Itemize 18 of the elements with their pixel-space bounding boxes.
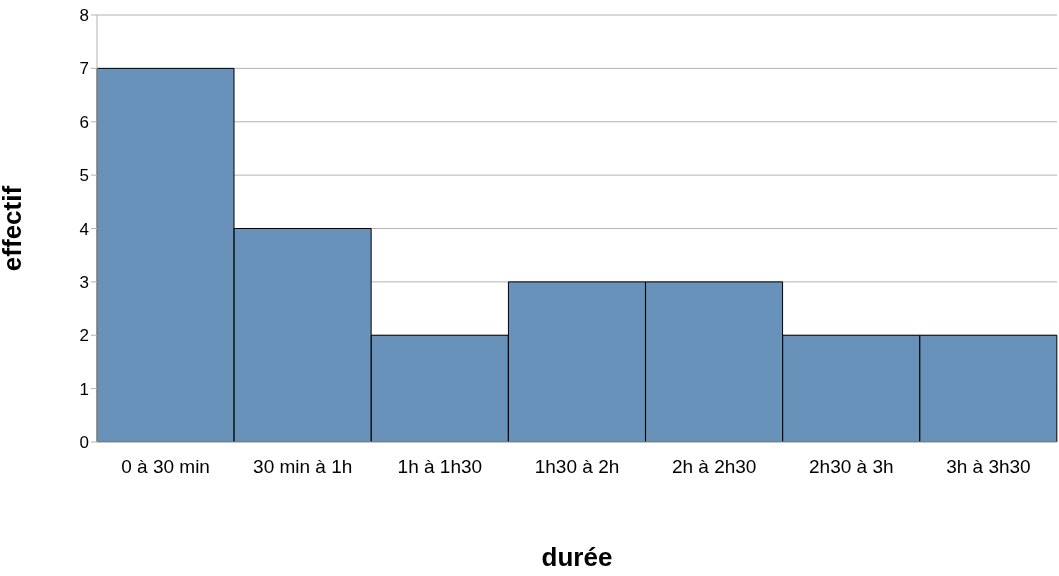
x-tick-label: 0 à 30 min: [121, 456, 210, 478]
y-tick-label: 2: [79, 326, 89, 346]
x-tick-label: 2h à 2h30: [671, 456, 757, 478]
y-tick-label: 5: [79, 166, 89, 186]
y-tick-label: 7: [79, 59, 89, 79]
y-axis-title: effectif: [0, 185, 28, 272]
y-tick-label: 1: [79, 379, 89, 399]
x-tick-label: 3h à 3h30: [946, 456, 1031, 478]
y-tick-label: 0: [79, 433, 89, 453]
y-tick-label: 6: [79, 112, 89, 132]
y-tick-label: 3: [79, 272, 89, 292]
x-tick-label: 2h30 à 3h: [809, 456, 894, 478]
x-tick-label: 1h30 à 2h: [534, 456, 620, 478]
x-tick-label: 1h à 1h30: [397, 456, 483, 478]
x-axis-title: durée: [541, 542, 613, 572]
x-tick-label: 30 min à 1h: [253, 456, 353, 478]
y-tick-label: 8: [79, 6, 89, 26]
y-tick-label: 4: [79, 219, 89, 239]
